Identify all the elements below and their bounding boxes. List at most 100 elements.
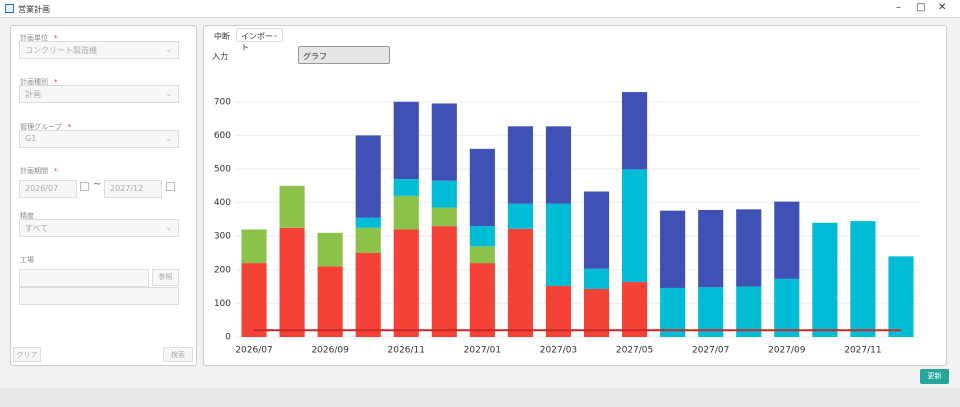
- bar-segment: [660, 210, 686, 288]
- bar-segment: [812, 222, 838, 337]
- x-tick-label: 2027/01: [464, 346, 501, 356]
- dropdown-arrow: ⌄: [165, 45, 172, 54]
- required-mark: *: [54, 34, 58, 42]
- bar-segment: [698, 287, 724, 337]
- bar-segment: [622, 92, 648, 170]
- period-separator: ~: [93, 179, 102, 190]
- bar-segment: [279, 185, 305, 228]
- field-label: 計画期間 *: [20, 167, 58, 175]
- search-button[interactable]: 検索: [163, 347, 193, 362]
- date-to[interactable]: 2027/12: [104, 180, 162, 198]
- app-icon: [5, 4, 14, 13]
- y-tick-label: 100: [214, 299, 231, 309]
- x-tick-label: 2027/05: [616, 346, 653, 356]
- graph-tab[interactable]: グラフ: [298, 46, 390, 64]
- chart: 0 100 200 300 400 500 600 700 2026/07 2026/09 2026…: [214, 92, 920, 356]
- bar-segment: [545, 126, 572, 204]
- required-mark: *: [54, 167, 58, 175]
- select-input[interactable]: G1 ⌄: [19, 130, 179, 148]
- y-tick-label: 500: [214, 165, 231, 175]
- bar-segment: [698, 209, 724, 288]
- bar-segment: [583, 268, 610, 289]
- factory-list: [19, 287, 179, 305]
- bar-segment: [279, 227, 305, 337]
- maximize[interactable]: □: [916, 2, 926, 13]
- clear-button[interactable]: クリア: [13, 347, 41, 362]
- reference-button[interactable]: 参照: [152, 269, 179, 286]
- bar-segment: [355, 253, 381, 337]
- bar-segment: [545, 285, 572, 337]
- y-tick-label: 600: [214, 131, 231, 141]
- bar-segment: [736, 209, 762, 287]
- dropdown-arrow: ⌄: [165, 223, 172, 232]
- bar-segment: [583, 191, 610, 269]
- footer: [0, 388, 960, 407]
- bar-segment: [469, 246, 495, 264]
- y-tick-label: 200: [214, 265, 231, 275]
- y-tick-label: 0: [225, 333, 231, 343]
- bar-segment: [431, 226, 457, 337]
- dropdown-arrow: ⌄: [165, 134, 172, 143]
- field-label: 管理グループ *: [20, 123, 72, 131]
- bar-segment: [431, 180, 457, 208]
- bar-segment: [241, 263, 267, 337]
- field-label: 工場: [20, 256, 34, 264]
- bar-segment: [583, 288, 610, 337]
- bar-segment: [545, 203, 572, 286]
- select-input[interactable]: すべて ⌄: [19, 219, 179, 237]
- bar-segment: [736, 286, 762, 337]
- x-tick-label: 2027/07: [692, 346, 729, 356]
- bar-segment: [317, 232, 343, 267]
- input-tab[interactable]: 入力: [212, 52, 228, 61]
- minimize[interactable]: –: [896, 2, 901, 13]
- bar-segment: [393, 179, 419, 196]
- bar-segment: [469, 226, 495, 247]
- bar-segment: [507, 126, 533, 204]
- required-mark: *: [67, 123, 72, 131]
- bar-segment: [469, 263, 495, 337]
- bar-segment: [507, 203, 533, 229]
- x-tick-label: 2027/03: [540, 346, 577, 356]
- bar-segment: [774, 278, 800, 337]
- y-tick-label: 300: [214, 232, 231, 242]
- y-tick-label: 700: [214, 97, 231, 107]
- bar-segment: [888, 256, 914, 337]
- date-from[interactable]: 2026/07: [19, 180, 77, 198]
- bar-segment: [241, 229, 267, 264]
- field-label: 精度: [20, 212, 34, 220]
- field-label: 計画単位 *: [20, 34, 58, 42]
- close[interactable]: ✕: [938, 2, 947, 13]
- update-button[interactable]: 更新: [920, 369, 949, 384]
- bar-segment: [355, 217, 381, 228]
- select-input[interactable]: 計画 ⌄: [19, 85, 179, 103]
- bar-segment: [317, 266, 343, 337]
- factory-input[interactable]: [19, 269, 149, 287]
- bar-segment: [393, 101, 419, 180]
- field-label: 計画種別 *: [20, 78, 58, 86]
- import-menu[interactable]: インポート ⌄: [236, 28, 283, 52]
- bar-segment: [431, 207, 457, 227]
- bar-segment: [507, 228, 533, 337]
- calendar-icon[interactable]: [80, 182, 89, 191]
- window-title: 営業計画: [18, 5, 50, 14]
- x-tick-label: 2026/07: [235, 346, 272, 356]
- y-tick-label: 400: [214, 198, 231, 208]
- bar-segment: [469, 148, 495, 227]
- bar-segment: [660, 287, 686, 337]
- bar-segment: [393, 229, 419, 337]
- required-mark: *: [54, 78, 58, 86]
- bar-segment: [622, 169, 648, 282]
- calendar-icon[interactable]: [166, 182, 175, 191]
- x-tick-label: 2026/09: [311, 346, 349, 356]
- stop-tab[interactable]: 中断: [214, 32, 230, 41]
- bar-segment: [850, 221, 876, 337]
- bar-segment: [355, 135, 381, 218]
- select-input[interactable]: コンクリート製造機 ⌄: [19, 41, 179, 59]
- bar-segment: [393, 195, 419, 230]
- bar-segment: [355, 227, 381, 253]
- x-tick-label: 2027/11: [844, 346, 881, 356]
- x-tick-label: 2027/09: [768, 346, 806, 356]
- title-bar: 営業計画 – □ ✕: [0, 0, 960, 18]
- bar-segment: [431, 103, 457, 181]
